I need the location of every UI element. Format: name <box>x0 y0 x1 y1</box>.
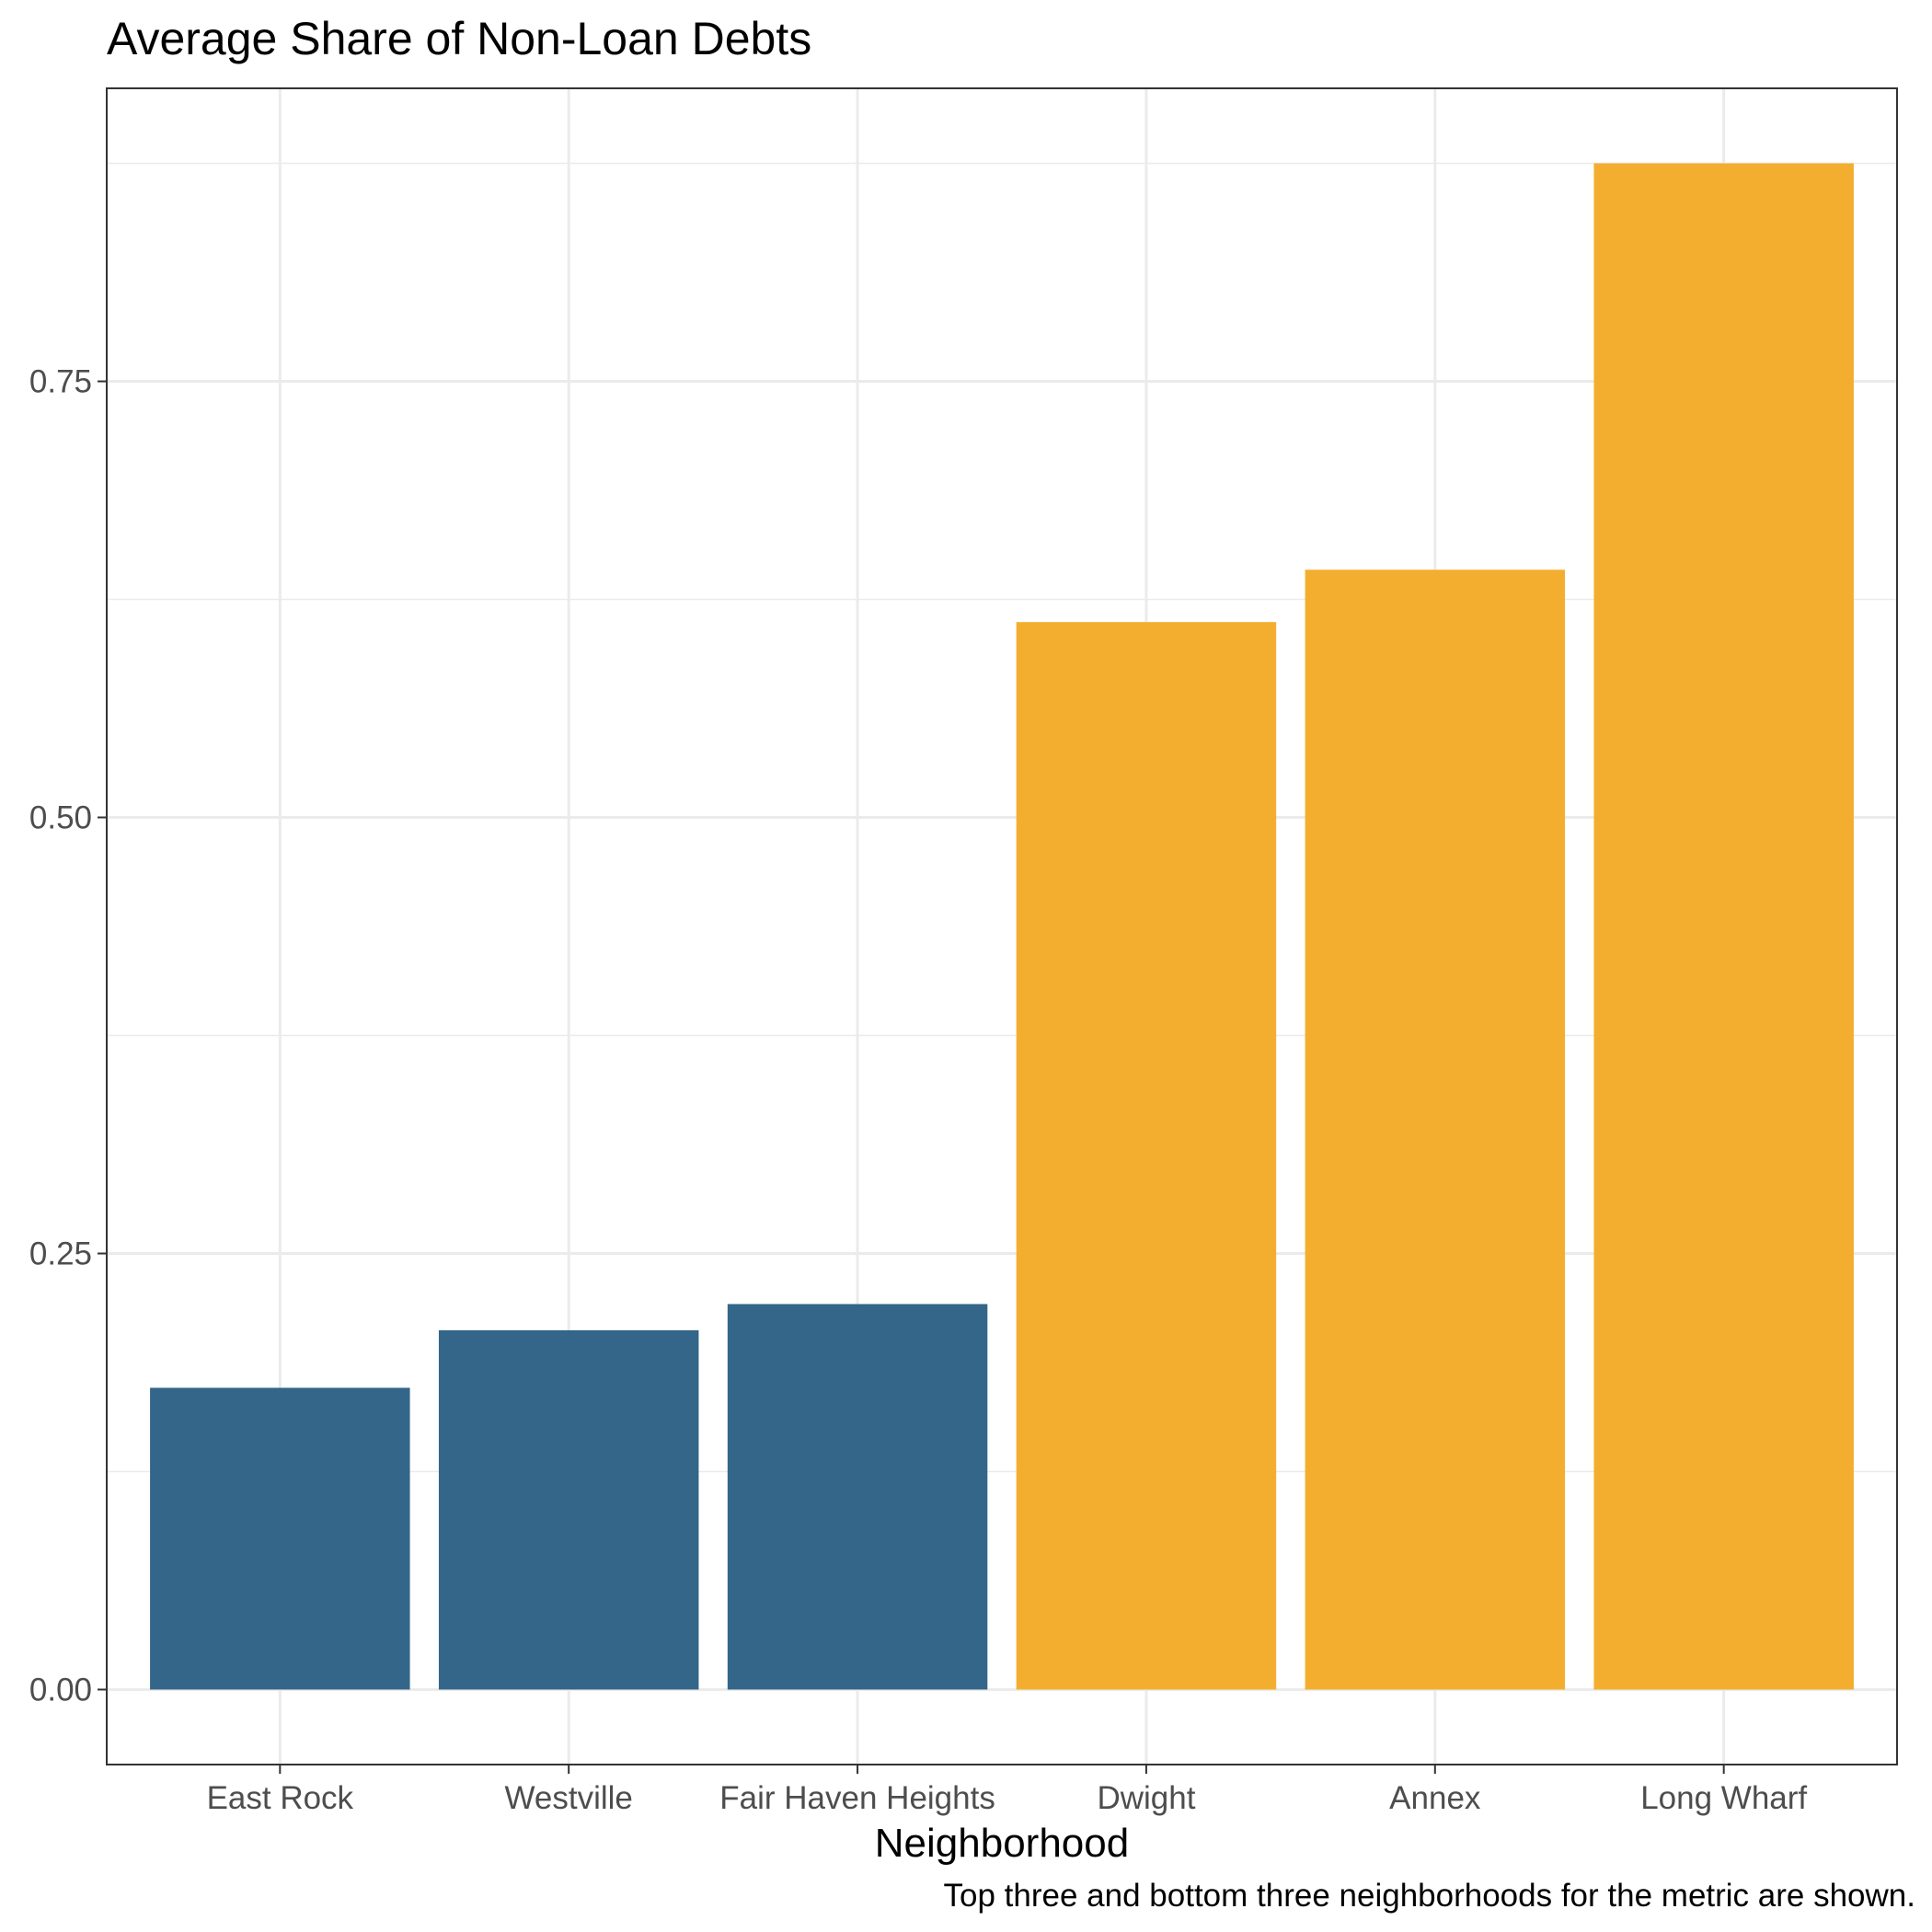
y-tick-label: 0.25 <box>29 1236 92 1271</box>
x-tick-label: Westville <box>504 1780 632 1816</box>
bar-dwight <box>1016 622 1277 1690</box>
bar-fair-haven-heights <box>727 1304 988 1690</box>
axes: 0.00 0.25 0.50 0.75 East Rock Westville Fair H… <box>29 364 1808 1816</box>
y-tick-label: 0.00 <box>29 1672 92 1708</box>
bar-annex <box>1305 569 1566 1690</box>
bar-westville <box>438 1329 699 1690</box>
x-axis-title: Neighborhood <box>875 1821 1129 1866</box>
y-tick-label: 0.75 <box>29 364 92 400</box>
plot-border <box>106 87 1898 1765</box>
chart-title: Average Share of Non-Loan Debts <box>107 13 811 64</box>
bar-long-wharf <box>1593 163 1854 1690</box>
x-tick-label: Annex <box>1389 1780 1481 1816</box>
bars <box>150 163 1854 1690</box>
chart-caption: Top three and bottom three neighborhoods… <box>944 1878 1915 1914</box>
x-tick-label: East Rock <box>207 1780 354 1816</box>
y-tick-label: 0.50 <box>29 800 92 836</box>
x-tick-label: Dwight <box>1097 1780 1195 1816</box>
bar-east-rock <box>150 1387 410 1690</box>
x-tick-label: Fair Haven Heights <box>719 1780 995 1816</box>
x-tick-label: Long Wharf <box>1640 1780 1807 1816</box>
